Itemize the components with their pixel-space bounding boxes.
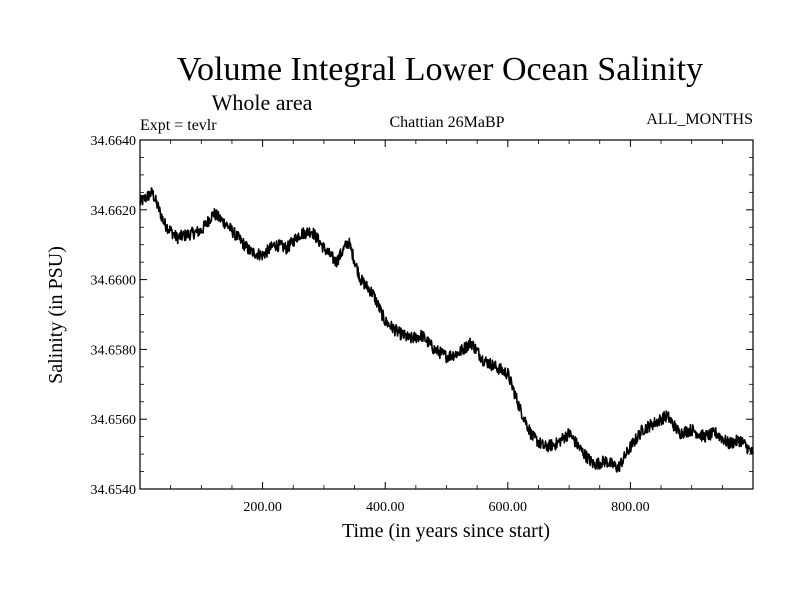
months-label: ALL_MONTHS (646, 111, 753, 128)
x-tick-label: 800.00 (611, 500, 650, 515)
y-tick-label: 34.6600 (91, 274, 137, 289)
plot-frame (139, 139, 754, 490)
y-tick-label: 34.6560 (91, 413, 137, 428)
x-tick-label: 400.00 (366, 500, 405, 515)
period-label: Chattian 26MaBP (389, 114, 504, 131)
y-tick-label: 34.6540 (91, 483, 137, 498)
expt-label: Expt = tevlr (140, 117, 217, 134)
x-tick-label: 600.00 (489, 500, 528, 515)
y-axis-label: Salinity (in PSU) (45, 246, 67, 384)
ticks-layer: 34.6540 34.6560 34.6580 34.6600 34.6620 34.66… (91, 134, 753, 515)
y-tick-label: 34.6640 (91, 134, 137, 149)
y-tick-label: 34.6620 (91, 204, 137, 219)
y-tick-label: 34.6580 (91, 343, 137, 358)
x-axis-label: Time (in years since start) (342, 520, 550, 542)
chart-title: Volume Integral Lower Ocean Salinity (177, 51, 703, 88)
x-tick-label: 200.00 (243, 500, 282, 515)
chart-subtitle: Whole area (212, 90, 313, 115)
salinity-series-line (139, 187, 754, 473)
